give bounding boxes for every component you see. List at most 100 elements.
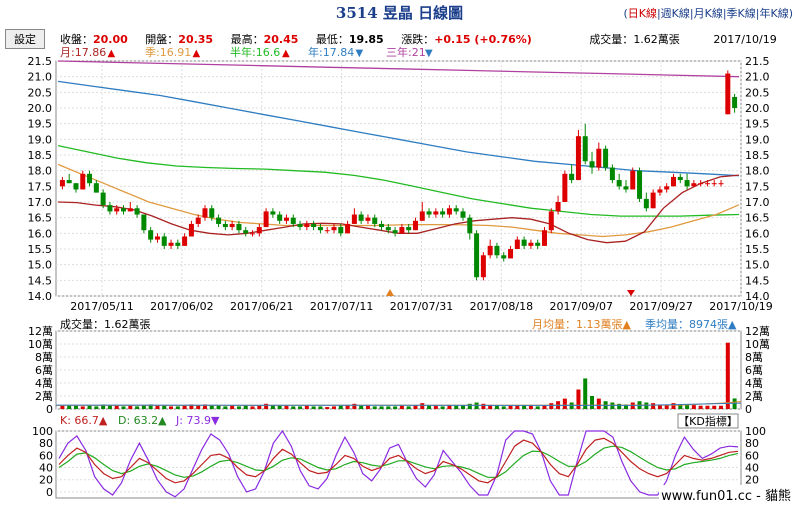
- candle-body: [331, 227, 337, 231]
- candle-body: [93, 183, 99, 193]
- date-tick-label: 2017/06/21: [230, 300, 293, 313]
- candle-body: [535, 242, 541, 246]
- candle-body: [698, 183, 704, 185]
- candle-body: [670, 176, 676, 187]
- candle-body: [582, 136, 588, 162]
- price-tick-right: 17.5: [745, 180, 770, 193]
- price-tick-right: 15.5: [745, 243, 770, 256]
- tab-weekly[interactable]: 週K線: [660, 7, 690, 20]
- volume-tick-right: 8萬: [745, 351, 763, 364]
- candle-body: [222, 223, 228, 228]
- tab-quarterly[interactable]: 季K線: [726, 7, 756, 20]
- candle-body: [528, 242, 534, 246]
- period-tabs: (日K線|週K線|月K線|季K線|年K線): [623, 7, 793, 20]
- volume-tick-right: 12萬: [745, 325, 770, 338]
- candle-body: [541, 230, 547, 246]
- candle-body: [202, 208, 208, 218]
- price-tick-right: 17.0: [745, 196, 770, 209]
- kd-tick-left: 0: [46, 486, 53, 499]
- volume-bar: [678, 404, 683, 409]
- candle-body: [311, 223, 317, 228]
- volume-bar: [73, 405, 78, 409]
- candle-body: [657, 189, 663, 193]
- volume-bar: [719, 405, 724, 409]
- price-tick-left: 16.5: [28, 212, 53, 225]
- tab-daily[interactable]: 日K線: [627, 7, 657, 20]
- volume-bar: [162, 405, 167, 409]
- price-tick-right: 15.0: [745, 259, 770, 272]
- volume-panel: [55, 330, 742, 410]
- candle-body: [725, 73, 731, 115]
- volume-bar: [60, 405, 65, 409]
- price-tick-right: 19.0: [745, 133, 770, 146]
- volume-bar: [101, 404, 106, 409]
- candle-body: [474, 233, 480, 278]
- candle-body: [562, 173, 568, 202]
- volume-bar: [501, 406, 506, 409]
- volume-tick-right: 6萬: [745, 364, 763, 377]
- date-tick-label: 2017/08/18: [470, 300, 533, 313]
- kd-tick-left: 20: [39, 474, 53, 487]
- volume-tick-right: 10萬: [745, 338, 770, 351]
- volume-bar: [549, 403, 554, 409]
- volume-bar: [542, 405, 547, 409]
- volume-bar: [148, 404, 153, 409]
- price-tick-right: 21.5: [745, 55, 770, 68]
- volume-bar: [121, 406, 126, 409]
- candle-body: [412, 220, 418, 231]
- quote-low: 最低：19.85: [315, 33, 384, 46]
- candle-body: [141, 214, 147, 231]
- volume-bar: [243, 405, 248, 409]
- price-tick-left: 17.5: [28, 180, 53, 193]
- candle-body: [59, 180, 65, 187]
- ma-month-line: [57, 174, 740, 244]
- settings-button[interactable]: 設定: [5, 29, 45, 49]
- volume-bar: [508, 405, 513, 409]
- candle-body: [596, 148, 602, 168]
- price-tick-right: 19.5: [745, 118, 770, 131]
- candle-body: [399, 227, 405, 234]
- date-tick-label: 2017/05/11: [70, 300, 133, 313]
- volume-bar: [535, 406, 540, 409]
- volume-bar: [725, 342, 730, 409]
- price-tick-left: 14.5: [28, 274, 53, 287]
- marker-triangle-down: [627, 290, 635, 296]
- kd-k-label: K: 66.7▲: [60, 414, 108, 427]
- candle-body: [677, 176, 683, 181]
- tab-yearly[interactable]: 年K線: [759, 7, 789, 20]
- volume-bar: [270, 405, 275, 409]
- candle-body: [575, 136, 581, 181]
- volume-tick-right: 0: [745, 403, 752, 416]
- kd-tick-left: 100: [32, 425, 53, 438]
- candle-body: [283, 217, 289, 221]
- kd-tick-right: 60: [745, 449, 759, 462]
- candle-body: [453, 208, 459, 212]
- candle-body: [358, 214, 364, 221]
- kd-tick-right: 80: [745, 437, 759, 450]
- tab-monthly[interactable]: 月K線: [693, 7, 723, 20]
- volume-bar: [596, 398, 601, 409]
- volume-bar: [440, 406, 445, 409]
- candle-body: [637, 170, 643, 199]
- candle-body: [270, 211, 276, 215]
- candle-body: [392, 230, 398, 234]
- price-tick-right: 18.5: [745, 149, 770, 162]
- candle-body: [609, 167, 615, 181]
- ma-legend-arrow: ▼: [425, 48, 433, 59]
- volume-bar: [264, 403, 269, 409]
- candle-body: [66, 180, 72, 184]
- candle-body: [80, 173, 86, 190]
- kd-tick-left: 60: [39, 449, 53, 462]
- volume-bar: [386, 406, 391, 409]
- ma-legend-1: 季:16.91: [145, 46, 191, 59]
- volume-bar: [691, 405, 696, 409]
- candle-body: [107, 205, 113, 212]
- price-tick-right: 14.5: [745, 274, 770, 287]
- candle-body: [514, 239, 520, 249]
- candle-body: [114, 208, 120, 212]
- price-tick-right: 20.5: [745, 86, 770, 99]
- candle-body: [195, 217, 201, 224]
- candle-body: [419, 211, 425, 221]
- price-tick-left: 21.0: [28, 71, 53, 84]
- kd-d-label: D: 63.2▲: [118, 414, 167, 427]
